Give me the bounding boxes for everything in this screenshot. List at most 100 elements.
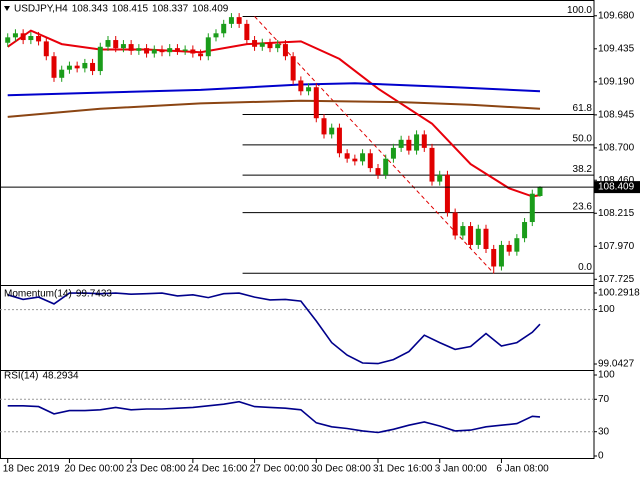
candle-body [12,33,18,38]
x-tick-label: 31 Dec 16:00 [373,464,433,475]
candle-body [514,238,520,252]
candle-body [460,226,466,236]
y-tick-label: 100 [598,370,615,381]
x-tick-label: 27 Dec 00:00 [250,464,310,475]
candle-body [90,62,96,72]
candle-body [336,127,342,154]
y-tick-label: 109.190 [598,76,635,87]
candle-body [506,244,512,252]
moving-average [7,99,541,118]
y-tick-label: 108.215 [598,208,635,219]
y-tick-label: 108.945 [598,109,635,120]
candle-body [144,48,150,54]
candle-body [182,49,188,51]
candle-body [491,248,497,267]
candle-body [198,53,204,57]
candle-body [475,228,481,245]
ohlc-value: 108.415 [112,4,149,15]
y-tick-label: 108.460 [598,175,635,186]
candle-body [74,65,80,69]
candle-body [120,44,126,49]
candle-body [151,49,157,54]
y-tick-label: 107.970 [598,241,635,252]
candle-body [452,212,458,236]
indicator-title: Momentum(14) [4,289,72,300]
candle-body [213,33,219,38]
candle-body [97,46,103,72]
ohlc-value: 108.337 [152,4,189,15]
x-tick-label: 30 Dec 08:00 [311,464,371,475]
x-tick-label: 6 Jan 08:00 [496,464,549,475]
candle-body [113,40,119,49]
candle-body [437,174,443,182]
candle-body [375,168,381,175]
x-tick-label: 20 Dec 00:00 [64,464,124,475]
candle-body [159,49,165,53]
candle-body [43,41,49,57]
candle-body [344,153,350,159]
candle-body [298,80,304,92]
candle-body [28,36,34,41]
fib-label: 50.0 [573,133,593,144]
candle-body [468,226,474,245]
ohlc-value: 108.409 [192,4,229,15]
candle-body [398,139,404,148]
candle-body [360,153,366,162]
x-tick-label: 24 Dec 16:00 [188,464,248,475]
indicator-title: RSI(14) [4,371,38,382]
fib-label: 0.0 [578,262,592,273]
candle-body [406,139,412,151]
menu-arrow[interactable] [4,6,10,11]
ohlc-value: 108.343 [72,4,109,15]
candle-body [352,158,358,162]
candle-body [128,44,134,51]
y-tick-label: 109.435 [598,43,635,54]
candle-body [190,49,196,54]
candle-body [174,48,180,51]
fib-label: 100.0 [567,5,592,16]
x-tick-label: 23 Dec 08:00 [126,464,186,475]
candle-body [290,56,296,81]
y-tick-label: 100.2918 [598,288,640,299]
fib-label: 61.8 [573,103,593,114]
y-tick-label: 109.680 [598,10,635,21]
candle-body [51,56,57,78]
candle-body [313,87,319,119]
candle-body [537,187,543,197]
candle-body [429,147,435,182]
plot-frame [0,0,595,459]
price-tag-label: 108.409 [598,182,635,193]
candle-body [306,87,312,92]
candle-body [390,147,396,159]
fib-label: 23.6 [573,201,593,212]
candle-body [282,44,288,57]
candle-body [82,62,88,69]
y-tick-label: 30 [598,426,610,437]
candle-body [228,17,234,24]
candle-body [244,23,250,41]
symbol: USDJPY,H4 [14,4,68,15]
candle-body [5,37,11,43]
indicator-line [7,400,541,434]
candle-body [105,40,111,47]
candle-body [329,127,335,135]
candle-body [414,134,420,151]
candle-body [252,40,258,47]
candle-body [321,118,327,135]
candle-body [275,44,281,49]
price-tag [594,181,640,194]
y-tick-label: 108.700 [598,143,635,154]
indicator-value: 99.7433 [76,289,113,300]
candle-body [136,48,142,51]
candle-body [20,33,26,41]
candle-body [498,244,504,267]
candle-body [59,69,65,78]
candle-body [529,193,535,223]
y-tick-label: 100 [598,304,615,315]
candle-body [367,153,373,169]
candle-body [36,36,42,42]
moving-average [7,29,541,198]
x-tick-label: 3 Jan 00:00 [435,464,488,475]
